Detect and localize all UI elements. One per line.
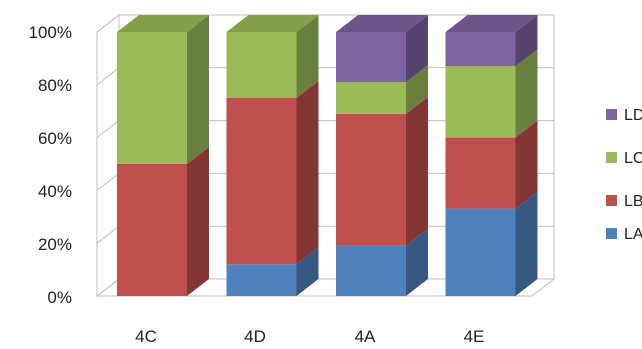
x-tick-label: 4D xyxy=(244,327,266,346)
bar-front xyxy=(226,98,297,265)
legend: LD LC LB LA xyxy=(606,107,642,243)
x-tick-label: 4E xyxy=(464,327,485,346)
bar-top xyxy=(117,15,209,32)
bar-front xyxy=(336,245,406,296)
y-tick-label: 60% xyxy=(38,129,72,148)
bar-side xyxy=(296,15,319,98)
bar-front xyxy=(226,264,297,296)
bar-front xyxy=(445,137,516,209)
bar-side xyxy=(406,96,428,246)
bar-4E-LA xyxy=(445,191,538,296)
legend-label-la: LA xyxy=(624,226,642,243)
legend-label-lc: LC xyxy=(624,150,642,167)
bar-front xyxy=(336,82,406,114)
legend-swatch-lb xyxy=(606,195,617,206)
bar-4D-LC xyxy=(226,15,319,98)
bar-4D-LA xyxy=(226,247,319,296)
x-tick-label: 4A xyxy=(355,327,376,346)
bar-4A-LB xyxy=(336,96,428,246)
legend-swatch-ld xyxy=(606,109,617,120)
bar-side xyxy=(296,81,319,265)
bar-top xyxy=(445,15,538,32)
legend-swatch-lc xyxy=(606,152,617,163)
y-tick-label: 20% xyxy=(38,235,72,254)
bar-4E-LD xyxy=(445,15,538,67)
bar-front xyxy=(336,113,406,246)
y-tick-label: 100% xyxy=(29,23,72,42)
bar-4E-LB xyxy=(445,120,538,209)
bar-4C-LC xyxy=(117,15,209,164)
bar-front xyxy=(226,32,297,98)
bar-4C-LB xyxy=(117,147,209,296)
bar-side xyxy=(406,15,428,83)
bar-front xyxy=(117,32,187,164)
bar-front xyxy=(445,208,516,296)
bar-side xyxy=(406,228,428,296)
y-tick-label: 80% xyxy=(38,76,72,95)
bar-4D-LB xyxy=(226,81,319,265)
bar-4E-LC xyxy=(445,49,538,138)
bar-front xyxy=(445,66,516,138)
bar-side xyxy=(515,49,538,138)
bar-top xyxy=(226,15,319,32)
bar-front xyxy=(117,164,187,296)
bar-front xyxy=(336,32,406,83)
bar-top xyxy=(336,15,428,32)
legend-swatch-la xyxy=(606,228,617,239)
bar-4A-LA xyxy=(336,228,428,296)
bar-side xyxy=(296,247,319,296)
bar-side xyxy=(515,120,538,209)
y-tick-label: 40% xyxy=(38,182,72,201)
bars xyxy=(117,15,538,296)
bar-side xyxy=(187,147,209,296)
bar-front xyxy=(445,32,516,67)
bar-side xyxy=(515,15,538,67)
bar-4A-LD xyxy=(336,15,428,83)
bar-side xyxy=(187,15,209,164)
bar-side xyxy=(515,191,538,296)
legend-label-lb: LB xyxy=(624,193,642,210)
y-axis: 0% 20% 40% 60% 80% 100% xyxy=(29,23,72,307)
y-tick-label: 0% xyxy=(47,288,72,307)
legend-label-ld: LD xyxy=(624,107,642,124)
x-axis: 4C 4D 4A 4E xyxy=(135,327,484,346)
bar-4A-LC xyxy=(336,65,428,114)
side-wall xyxy=(96,13,120,298)
bar-side xyxy=(406,65,428,114)
x-tick-label: 4C xyxy=(135,327,157,346)
